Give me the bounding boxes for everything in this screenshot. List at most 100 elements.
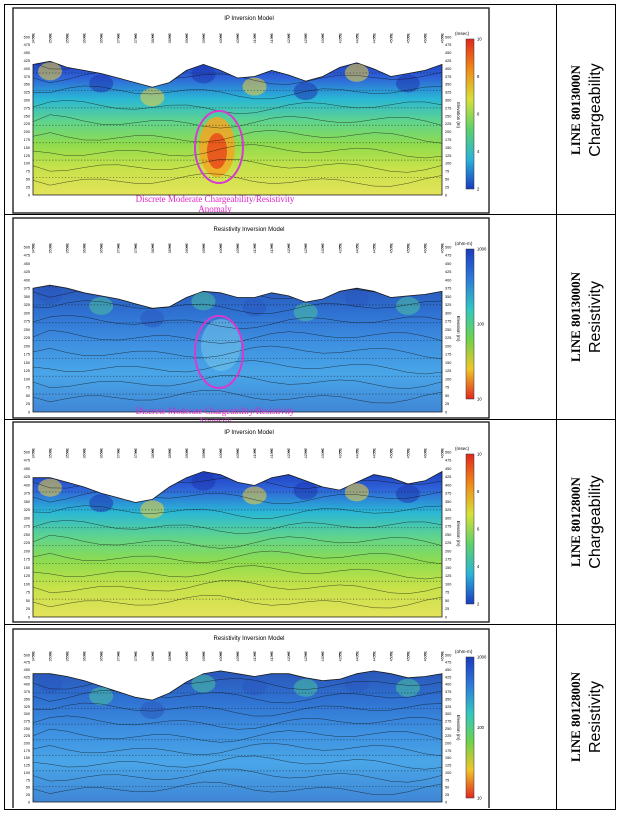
station-tick-label: 3700E [117,242,121,253]
elev-tick-right: 250 [445,328,451,332]
elev-tick-right: 100 [445,162,451,166]
elev-tick-left: 225 [24,541,30,545]
elev-tick-left: 150 [24,756,30,760]
elev-tick-right: 500 [445,35,451,39]
data-kind: Resistivity [587,681,604,754]
station-tick-label: 3450E [32,447,36,458]
station-tick-label: 4250E [304,447,308,458]
station-tick-label: 3900E [185,650,189,661]
elev-tick-left: 0 [28,615,30,619]
elev-tick-left: 400 [24,683,30,687]
contour-line [33,158,442,173]
station-tick-label: 3850E [168,447,172,458]
scale-unit-label: (ohm-m) [455,649,473,654]
contour-line [33,99,442,114]
contour-line [33,550,442,565]
elev-tick-right: 375 [445,690,451,694]
elev-tick-left: 400 [24,67,30,71]
near-surface-anomaly [140,701,165,720]
contour-line [33,144,442,159]
elev-tick-right: 425 [445,675,451,679]
station-tick-label: 3650E [100,447,104,458]
near-surface-anomaly [191,292,216,311]
line-id: LINE 8012800N [568,477,583,567]
elev-tick-right: 475 [445,459,451,463]
station-tick-label: 4350E [338,242,342,253]
elev-tick-right: 150 [445,361,451,365]
elev-tick-right: 200 [445,130,451,134]
elev-tick-right: 450 [445,668,451,672]
elev-tick-left: 375 [24,690,30,694]
near-surface-anomaly [395,484,420,503]
elev-tick-right: 375 [445,492,451,496]
elev-tick-right: 175 [445,353,451,357]
station-tick-label: 3600E [83,447,87,458]
station-tick-label: 4450E [372,242,376,253]
elev-tick-right: 0 [445,615,447,619]
elev-tick-left: 125 [24,574,30,578]
section-body [32,60,443,196]
elev-tick-right: 475 [445,43,451,47]
elev-tick-left: 175 [24,353,30,357]
figure-cell-4: Resistivity Inversion Model 3450E 3500E 355… [5,625,557,809]
section-features [33,286,442,404]
elev-tick-right: 375 [445,75,451,79]
elev-tick-left: 75 [26,778,30,782]
elev-tick-left: 450 [24,467,30,471]
station-tick-label: 3500E [49,32,53,43]
elev-tick-right: 250 [445,727,451,731]
contour-line [33,389,442,404]
station-tick-label: 3700E [117,32,121,43]
figure-cell-1: IP Inversion Model 3450E 3500E 3550E 3600E 36… [5,5,557,214]
anomaly-ellipse [194,110,244,184]
station-tick-label: 4300E [321,242,325,253]
elev-tick-left: 100 [24,162,30,166]
station-tick-label: 4100E [253,32,257,43]
elev-tick-right: 350 [445,500,451,504]
elev-tick-right: 150 [445,756,451,760]
near-surface-anomaly [38,674,63,693]
elev-tick-left: 175 [24,558,30,562]
elev-tick-left: 150 [24,146,30,150]
station-tick-label: 3750E [134,242,138,253]
scale-tick-label: 1000 [477,655,487,660]
elev-tick-left: 225 [24,734,30,738]
elevation-axis-label: Elevation (m) [456,316,461,342]
elev-tick-left: 350 [24,295,30,299]
elev-tick-left: 50 [26,178,30,182]
station-tick-label: 4250E [304,32,308,43]
elev-tick-right: 125 [445,154,451,158]
contour-line [33,173,442,187]
near-surface-anomaly [242,486,267,505]
color-scale-bar [465,248,475,400]
elev-tick-left: 400 [24,278,30,282]
elev-tick-right: 25 [445,185,449,189]
contour-line [33,114,442,129]
label-cell-4: LINE 8012800N Resistivity [557,625,615,809]
elev-tick-right: 325 [445,91,451,95]
near-surface-anomaly [140,88,165,107]
elev-tick-right: 150 [445,146,451,150]
scale-tick-label: 10 [477,796,482,801]
elev-tick-right: 450 [445,467,451,471]
scale-tick-label: 6 [477,112,480,117]
station-tick-label: 4250E [304,242,308,253]
elev-tick-left: 25 [26,185,30,189]
elev-tick-right: 75 [445,386,449,390]
scale-tick-label: 2 [477,602,480,607]
elev-tick-left: 100 [24,377,30,381]
color-scale-bar [465,38,475,190]
anomaly-text-line1: Discrete Moderate Chargeability/Resistiv… [135,406,295,416]
section-res-8012800n: Resistivity Inversion Model 3450E 3500E 355… [12,628,490,808]
elev-tick-right: 400 [445,67,451,71]
contour-line [33,580,442,594]
contour-line [33,519,442,534]
station-tick-label: 4000E [219,242,223,253]
near-surface-anomaly [395,296,420,315]
elev-tick-left: 250 [24,114,30,118]
elev-tick-left: 375 [24,75,30,79]
station-tick-label: 4550E [406,650,410,661]
elev-tick-right: 0 [445,800,447,804]
station-tick-label: 4100E [253,447,257,458]
elev-tick-left: 100 [24,771,30,775]
